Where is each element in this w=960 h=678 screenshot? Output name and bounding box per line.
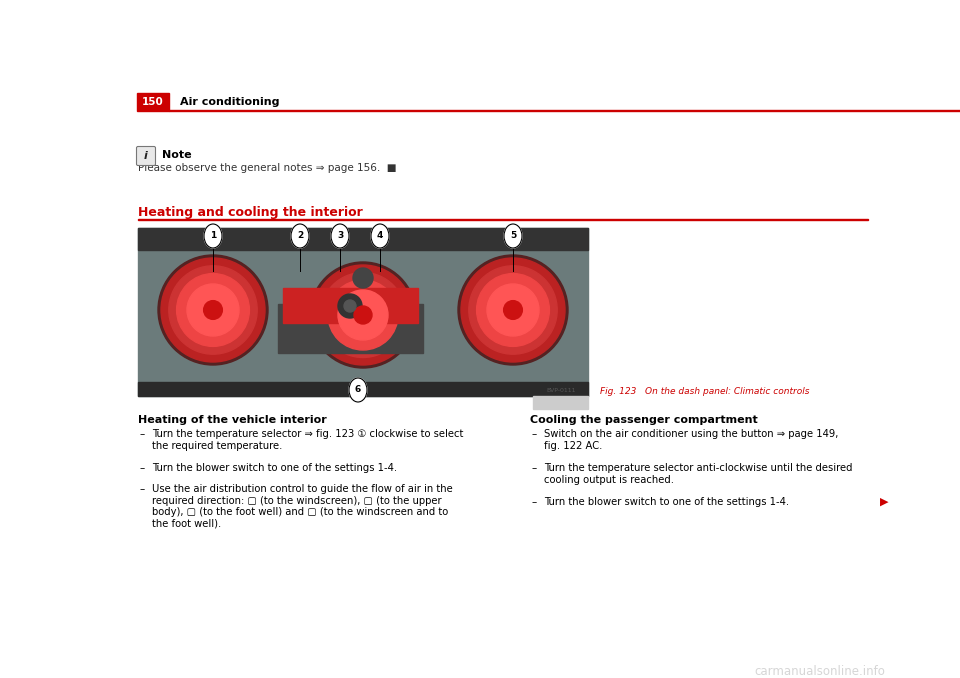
Circle shape — [158, 255, 268, 365]
Text: ▶: ▶ — [880, 497, 889, 507]
Circle shape — [354, 306, 372, 324]
Text: Turn the blower switch to one of the settings 1-4.: Turn the blower switch to one of the set… — [152, 463, 397, 473]
Bar — [278, 304, 423, 353]
Bar — [137, 93, 169, 111]
Text: Please observe the general notes ⇒ page 156.  ■: Please observe the general notes ⇒ page … — [138, 163, 396, 173]
Text: 5: 5 — [510, 231, 516, 241]
Text: Turn the blower switch to one of the settings 1-4.: Turn the blower switch to one of the set… — [544, 497, 789, 507]
Text: 4: 4 — [377, 231, 383, 241]
Bar — [138, 382, 588, 396]
Circle shape — [177, 274, 250, 346]
Text: Turn the temperature selector ⇒ fig. 123 ① clockwise to select
the required temp: Turn the temperature selector ⇒ fig. 123… — [152, 429, 464, 451]
Ellipse shape — [504, 224, 522, 248]
Circle shape — [468, 266, 557, 354]
Text: Heating and cooling the interior: Heating and cooling the interior — [138, 206, 363, 219]
Text: Note: Note — [162, 150, 192, 160]
Text: 1: 1 — [210, 231, 216, 241]
Circle shape — [476, 274, 549, 346]
Text: 6: 6 — [355, 386, 361, 395]
Text: –: – — [532, 463, 538, 473]
Bar — [138, 228, 588, 396]
Text: Cooling the passenger compartment: Cooling the passenger compartment — [530, 415, 757, 425]
Bar — [138, 219, 868, 220]
Text: –: – — [140, 484, 145, 494]
Circle shape — [458, 255, 568, 365]
Bar — [283, 288, 418, 323]
Ellipse shape — [291, 224, 309, 248]
Bar — [533, 396, 588, 409]
Text: Air conditioning: Air conditioning — [180, 97, 279, 107]
Text: 3: 3 — [337, 231, 343, 241]
FancyBboxPatch shape — [136, 146, 156, 165]
Circle shape — [313, 265, 413, 365]
Circle shape — [487, 284, 539, 336]
Text: Switch on the air conditioner using the button ⇒ page 149,
fig. 122 AC.: Switch on the air conditioner using the … — [544, 429, 838, 451]
Text: carmanualsonline.info: carmanualsonline.info — [755, 665, 885, 678]
Text: 150: 150 — [142, 97, 164, 107]
Circle shape — [169, 266, 257, 354]
Circle shape — [161, 258, 265, 362]
Bar — [138, 228, 588, 250]
Circle shape — [321, 273, 405, 357]
Text: –: – — [140, 429, 145, 439]
Text: 2: 2 — [297, 231, 303, 241]
Text: –: – — [532, 497, 538, 507]
Text: Turn the temperature selector anti-clockwise until the desired
cooling output is: Turn the temperature selector anti-clock… — [544, 463, 852, 485]
Circle shape — [187, 284, 239, 336]
Circle shape — [204, 300, 223, 319]
Text: Fig. 123   On the dash panel: Climatic controls: Fig. 123 On the dash panel: Climatic con… — [600, 386, 809, 395]
Circle shape — [328, 280, 398, 350]
Ellipse shape — [331, 224, 349, 248]
Circle shape — [353, 268, 373, 288]
Text: –: – — [140, 463, 145, 473]
Circle shape — [504, 300, 522, 319]
Circle shape — [310, 262, 416, 368]
Text: Heating of the vehicle interior: Heating of the vehicle interior — [138, 415, 326, 425]
Ellipse shape — [204, 224, 222, 248]
Text: BVP-0111: BVP-0111 — [546, 388, 576, 393]
Text: i: i — [144, 151, 148, 161]
Circle shape — [461, 258, 565, 362]
Ellipse shape — [349, 378, 367, 402]
Circle shape — [338, 294, 362, 318]
Circle shape — [338, 290, 388, 340]
Text: –: – — [532, 429, 538, 439]
Circle shape — [344, 300, 356, 312]
Text: Use the air distribution control to guide the flow of air in the
required direct: Use the air distribution control to guid… — [152, 484, 453, 529]
Ellipse shape — [371, 224, 389, 248]
Bar — [169, 110, 960, 111]
